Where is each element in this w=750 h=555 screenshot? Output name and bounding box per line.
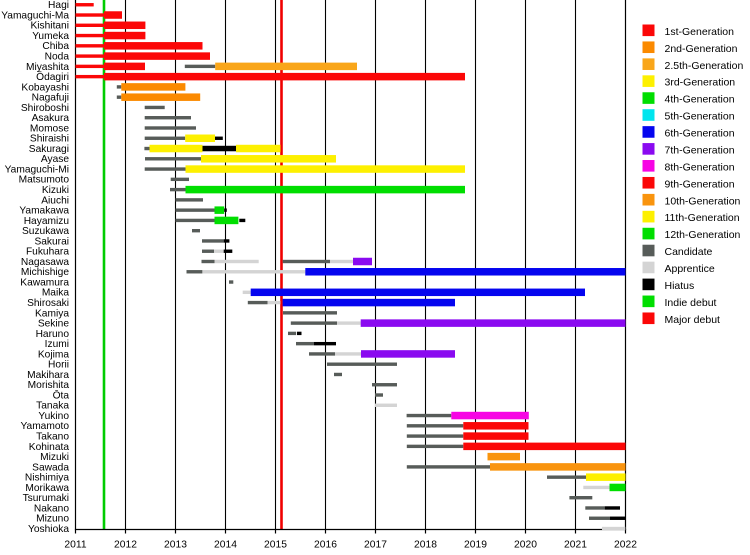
svg-text:11th-Generation: 11th-Generation [665, 212, 740, 224]
svg-text:Sawada: Sawada [32, 462, 69, 473]
svg-text:Asakura: Asakura [32, 113, 70, 124]
svg-text:Michishige: Michishige [21, 267, 69, 278]
svg-text:Morishita: Morishita [28, 380, 70, 391]
svg-text:Aiuchi: Aiuchi [41, 195, 69, 206]
svg-text:Momose: Momose [30, 123, 69, 134]
svg-text:Makihara: Makihara [27, 370, 69, 381]
svg-text:Miyashita: Miyashita [26, 62, 69, 73]
svg-text:2012: 2012 [114, 540, 137, 551]
svg-text:Horii: Horii [48, 360, 69, 371]
svg-text:Shiraishi: Shiraishi [30, 134, 69, 145]
svg-text:2014: 2014 [214, 540, 237, 551]
svg-text:Tsurumaki: Tsurumaki [23, 493, 69, 504]
svg-text:10th-Generation: 10th-Generation [665, 195, 741, 207]
svg-text:Apprentice: Apprentice [665, 263, 715, 275]
svg-text:Kamiya: Kamiya [35, 308, 69, 319]
svg-text:9th-Generation: 9th-Generation [665, 178, 735, 190]
svg-text:Hiatus: Hiatus [665, 280, 695, 292]
svg-text:Ōta: Ōta [53, 389, 70, 401]
svg-text:7th-Generation: 7th-Generation [665, 144, 735, 156]
svg-text:Fukuhara: Fukuhara [26, 247, 69, 258]
svg-text:Kizuki: Kizuki [42, 185, 69, 196]
svg-text:Shiroboshi: Shiroboshi [21, 103, 69, 114]
svg-text:Sekine: Sekine [38, 319, 69, 330]
svg-text:Mizuno: Mizuno [36, 514, 69, 525]
svg-text:Candidate: Candidate [665, 246, 713, 258]
svg-text:Yamamoto: Yamamoto [20, 421, 69, 432]
svg-text:2015: 2015 [264, 540, 287, 551]
svg-text:Sakuragi: Sakuragi [29, 144, 69, 155]
svg-text:Haruno: Haruno [36, 329, 70, 340]
svg-text:Indie debut: Indie debut [665, 297, 717, 309]
svg-text:Matsumoto: Matsumoto [19, 175, 70, 186]
svg-text:2019: 2019 [464, 540, 487, 551]
svg-text:2022: 2022 [614, 540, 637, 551]
svg-text:Nagafuji: Nagafuji [32, 93, 69, 104]
svg-text:2018: 2018 [414, 540, 437, 551]
svg-text:5th-Generation: 5th-Generation [665, 111, 735, 123]
svg-text:2020: 2020 [514, 540, 537, 551]
svg-text:Kawamura: Kawamura [20, 277, 69, 288]
svg-text:Morikawa: Morikawa [25, 483, 69, 494]
svg-text:2016: 2016 [314, 540, 337, 551]
svg-text:3rd-Generation: 3rd-Generation [665, 77, 736, 89]
svg-text:Ōdagiri: Ōdagiri [36, 71, 69, 83]
svg-text:Izumi: Izumi [45, 339, 69, 350]
svg-text:6th-Generation: 6th-Generation [665, 128, 735, 140]
svg-text:2nd-Generation: 2nd-Generation [665, 43, 738, 55]
svg-text:Kobayashi: Kobayashi [21, 82, 69, 93]
svg-text:Nakano: Nakano [34, 503, 69, 514]
svg-text:Tanaka: Tanaka [36, 401, 69, 412]
svg-text:Suzukawa: Suzukawa [22, 226, 69, 237]
svg-text:2017: 2017 [364, 540, 387, 551]
svg-text:Sakurai: Sakurai [34, 236, 69, 247]
svg-text:2011: 2011 [64, 540, 86, 551]
svg-text:Kishitani: Kishitani [30, 21, 69, 32]
svg-text:Shirosaki: Shirosaki [27, 298, 69, 309]
svg-text:2.5th-Generation: 2.5th-Generation [665, 60, 744, 72]
svg-text:Takano: Takano [36, 431, 69, 442]
svg-text:Hagi: Hagi [48, 0, 69, 11]
svg-text:8th-Generation: 8th-Generation [665, 161, 735, 173]
svg-text:Yukino: Yukino [38, 411, 69, 422]
svg-text:Yamakawa: Yamakawa [19, 206, 69, 217]
svg-text:1st-Generation: 1st-Generation [665, 26, 735, 38]
svg-text:Yamaguchi-Ma: Yamaguchi-Ma [1, 10, 69, 21]
svg-text:Mizuki: Mizuki [40, 452, 69, 463]
svg-text:Major debut: Major debut [665, 314, 721, 326]
svg-text:Kojima: Kojima [38, 349, 69, 360]
svg-text:Nishimiya: Nishimiya [25, 473, 69, 484]
svg-text:2013: 2013 [164, 540, 187, 551]
svg-text:2021: 2021 [564, 540, 587, 551]
svg-text:Hayamizu: Hayamizu [24, 216, 69, 227]
svg-text:Yamaguchi-Mi: Yamaguchi-Mi [5, 164, 69, 175]
svg-text:Yumeka: Yumeka [32, 31, 69, 42]
svg-text:Chiba: Chiba [42, 41, 69, 52]
svg-text:Maika: Maika [42, 288, 70, 299]
svg-text:Ayase: Ayase [41, 154, 69, 165]
svg-text:12th-Generation: 12th-Generation [665, 229, 741, 241]
svg-text:4th-Generation: 4th-Generation [665, 94, 735, 106]
svg-text:Noda: Noda [45, 52, 70, 63]
svg-text:Yoshioka: Yoshioka [28, 524, 69, 535]
svg-text:Nagasawa: Nagasawa [21, 257, 69, 268]
svg-text:Kohinata: Kohinata [29, 442, 70, 453]
